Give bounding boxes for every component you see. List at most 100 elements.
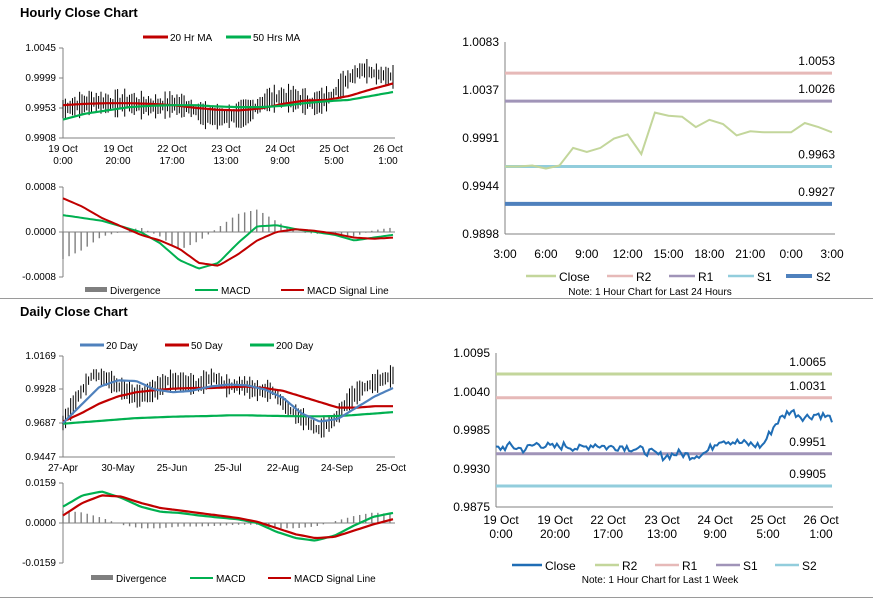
hourly-20hr-ma-line [62,82,394,112]
weekly-pivot-levels: 1.0065 1.0031 0.9951 0.9905 [496,355,832,488]
y-tick: -0.0159 [22,558,56,569]
section-divider [0,298,873,299]
legend-label-close: Close [559,270,590,284]
x-tick-time: 20:00 [540,527,570,541]
legend-label-macd: MACD [216,574,245,585]
pivot-level-label-s2: 0.9927 [798,185,835,199]
x-tick: 0:00 [779,247,803,261]
x-tick-date: 26 Oct [803,513,839,527]
weekly-pivot-close-line [495,408,833,463]
x-tick: 21:00 [735,247,765,261]
weekly-pivot-legend: Close R2 R1 S1 S2 Note: 1 Hour Chart for… [512,559,817,586]
daily-price-yaxis: 1.0169 0.9928 0.9687 0.9447 [25,351,395,463]
legend-label-r2: R2 [622,559,638,573]
x-tick-date: 19 Oct [483,513,519,527]
x-tick-time: 13:00 [647,527,677,541]
x-tick-date: 19 Oct [103,144,133,155]
x-tick-time: 17:00 [593,527,623,541]
y-tick: 0.9908 [25,133,56,144]
x-tick-date: 23 Oct [644,513,680,527]
y-tick: 0.0000 [25,227,56,238]
daily-section-title: Daily Close Chart [20,304,128,319]
y-tick: 0.0008 [25,182,56,193]
legend-label-macd: MACD [221,286,250,297]
pivot-level-label-s1: 0.9963 [798,148,835,162]
y-tick: 0.9930 [453,462,490,476]
y-tick: 0.9953 [25,103,56,114]
x-tick: 27-Apr [48,463,79,474]
legend-label-20day: 20 Day [106,341,138,352]
y-tick: 0.9944 [462,179,499,193]
y-tick: 1.0083 [462,35,499,49]
y-tick: 0.9999 [25,73,56,84]
x-tick-date: 22 Oct [157,144,187,155]
legend-label-50day: 50 Day [191,341,223,352]
hourly-macd-signal-line [62,197,394,267]
pivot-level-label-r2: 1.0065 [789,355,826,369]
x-tick: 15:00 [653,247,683,261]
pivot-level-label-s2: 0.9905 [789,467,826,481]
x-tick-time: 0:00 [489,527,513,541]
hourly-pivot-note: Note: 1 Hour Chart for Last 24 Hours [568,287,731,298]
legend-label-signal: MACD Signal Line [307,286,389,297]
x-tick-time: 1:00 [809,527,833,541]
daily-macd-signal-line [62,494,394,540]
legend-label-close: Close [545,559,576,573]
daily-macd-divergence-bars [62,510,391,529]
legend-label-divergence: Divergence [116,574,167,585]
x-tick-date: 26 Oct [373,144,403,155]
weekly-pivot-axes: 1.0095 1.0040 0.9985 0.9930 0.9875 [453,346,833,514]
y-tick: 0.9447 [25,452,56,463]
legend-label-50hr-ma: 50 Hrs MA [253,33,301,44]
hourly-pivot-xaxis: 3:00 6:00 9:00 12:00 15:00 18:00 21:00 0:00 3:00 [493,247,844,261]
y-tick: 1.0169 [25,351,56,362]
y-tick: 0.9898 [462,227,499,241]
daily-price-xaxis: 27-Apr 30-May 25-Jun 25-Jul 22-Aug 24-Se… [48,463,406,474]
y-tick: 1.0040 [453,385,490,399]
x-tick-date: 25 Oct [319,144,349,155]
x-tick: 3:00 [820,247,844,261]
legend-label-20hr-ma: 20 Hr MA [170,33,213,44]
legend-label-signal: MACD Signal Line [294,574,376,585]
x-tick: 12:00 [613,247,643,261]
legend-label-divergence: Divergence [110,286,161,297]
pivot-level-label-r2: 1.0053 [798,54,835,68]
weekly-pivot-xaxis: 19 Oct 0:00 19 Oct 20:00 22 Oct 17:00 23… [483,513,839,541]
daily-200day-ma-line [62,411,394,425]
x-tick: 25-Jun [157,463,188,474]
y-tick: 0.9928 [25,384,56,395]
pivot-level-label-r1: 1.0031 [789,379,826,393]
legend-label-s2: S2 [802,559,817,573]
x-tick: 3:00 [493,247,517,261]
x-tick: 25-Jul [214,463,241,474]
bottom-divider [0,597,873,598]
x-tick: 24-Sep [321,463,354,474]
x-tick-time: 17:00 [159,156,184,167]
hourly-pivot-levels: 1.0053 1.0026 0.9963 0.9927 [505,54,835,206]
y-tick: 0.9875 [453,500,490,514]
x-tick: 22-Aug [267,463,299,474]
hourly-pivot-axes: 1.0083 1.0037 0.9991 0.9944 0.9898 [462,35,835,241]
y-tick: 1.0037 [462,83,499,97]
legend-label-s2: S2 [816,270,831,284]
legend-label-s1: S1 [743,559,758,573]
legend-label-s1: S1 [757,270,772,284]
x-tick: 25-Oct [376,463,406,474]
y-tick: 0.9991 [462,131,499,145]
x-tick-date: 23 Oct [211,144,241,155]
legend-swatch-divergence [91,575,113,580]
x-tick-time: 13:00 [213,156,238,167]
legend-label-200day: 200 Day [276,341,313,352]
pivot-level-label-s1: 0.9951 [789,435,826,449]
daily-price-legend: 20 Day 50 Day 200 Day [80,341,313,352]
hourly-price-xaxis: 19 Oct 0:00 19 Oct 20:00 22 Oct 17:00 23… [48,144,403,167]
x-tick-date: 19 Oct [537,513,573,527]
x-tick-date: 24 Oct [697,513,733,527]
x-tick-date: 22 Oct [590,513,626,527]
hourly-section-title: Hourly Close Chart [20,5,138,20]
hourly-macd-legend: Divergence MACD MACD Signal Line [85,286,389,297]
legend-label-r1: R1 [682,559,698,573]
x-tick-time: 20:00 [105,156,130,167]
x-tick-date: 19 Oct [48,144,78,155]
